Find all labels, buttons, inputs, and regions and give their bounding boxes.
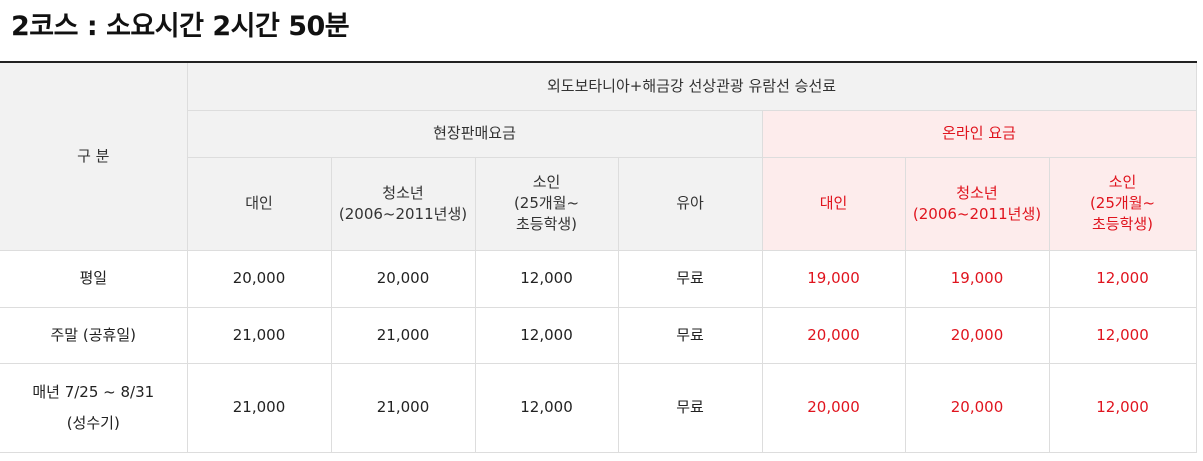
online-price-cell: 12,000: [1048, 362, 1197, 453]
price-cell: 20,000: [330, 249, 476, 308]
column-label: 유아: [676, 194, 704, 212]
row-label: 평일: [0, 249, 188, 308]
online-price-cell: 19,000: [904, 249, 1050, 308]
price-cell: 21,000: [186, 306, 332, 364]
column-sublabel: (2006~2011년생): [912, 204, 1042, 223]
online-youth-header: 청소년 (2006~2011년생): [904, 156, 1050, 251]
onsite-adult-header: 대인: [187, 156, 332, 251]
price-cell: 21,000: [330, 306, 476, 364]
row-label: 주말 (공휴일): [0, 306, 188, 364]
column-label: 대인: [245, 194, 273, 212]
online-price-cell: 20,000: [761, 306, 906, 364]
onsite-infant-header: 유아: [617, 156, 763, 251]
price-cell: 20,000: [186, 249, 332, 308]
row-label: 매년 7/25 ~ 8/31 (성수기): [0, 362, 188, 453]
onsite-child-header: 소인 (25개월~ 초등학생): [474, 156, 619, 251]
column-sublabel: 초등학생): [1091, 215, 1154, 233]
table-row: 평일 20,000 20,000 12,000 무료 19,000 19,000…: [0, 249, 1197, 308]
column-label: 청소년: [956, 183, 998, 202]
onsite-fare-header: 현장판매요금: [187, 109, 763, 158]
column-sublabel: (25개월~: [513, 194, 580, 212]
online-price-cell: 19,000: [761, 249, 906, 308]
fare-table: 구 분 외도보타니아+해금강 선상관광 유람선 승선료 현장판매요금 온라인 요…: [0, 61, 1197, 453]
column-sublabel: (2006~2011년생): [338, 204, 468, 223]
online-price-cell: 12,000: [1048, 249, 1197, 308]
online-price-cell: 20,000: [761, 362, 906, 453]
table-row: 매년 7/25 ~ 8/31 (성수기) 21,000 21,000 12,000…: [0, 362, 1197, 453]
column-label: 청소년: [382, 183, 424, 202]
online-price-cell: 20,000: [904, 362, 1050, 453]
column-sublabel: 초등학생): [515, 215, 578, 233]
table-row: 주말 (공휴일) 21,000 21,000 12,000 무료 20,000 …: [0, 306, 1197, 364]
price-cell: 12,000: [474, 249, 619, 308]
page-title: 2코스 : 소요시간 2시간 50분: [11, 11, 350, 42]
price-cell: 12,000: [474, 362, 619, 453]
column-label: 대인: [819, 194, 848, 212]
price-cell: 12,000: [474, 306, 619, 364]
online-price-cell: 20,000: [904, 306, 1050, 364]
price-cell: 무료: [617, 249, 763, 308]
price-cell: 무료: [617, 306, 763, 364]
price-cell: 21,000: [330, 362, 476, 453]
price-cell: 무료: [617, 362, 763, 453]
online-child-header: 소인 (25개월~ 초등학생): [1048, 156, 1197, 251]
price-cell: 21,000: [186, 362, 332, 453]
online-fare-header: 온라인 요금: [761, 109, 1197, 158]
fare-group-header: 외도보타니아+해금강 선상관광 유람선 승선료: [186, 61, 1197, 111]
online-adult-header: 대인: [761, 156, 906, 251]
category-header: 구 분: [0, 61, 188, 251]
online-price-cell: 12,000: [1048, 306, 1197, 364]
column-label: 소인: [532, 173, 561, 191]
column-label: 소인: [1108, 173, 1137, 191]
column-sublabel: (25개월~: [1089, 194, 1156, 212]
onsite-youth-header: 청소년 (2006~2011년생): [330, 156, 476, 251]
